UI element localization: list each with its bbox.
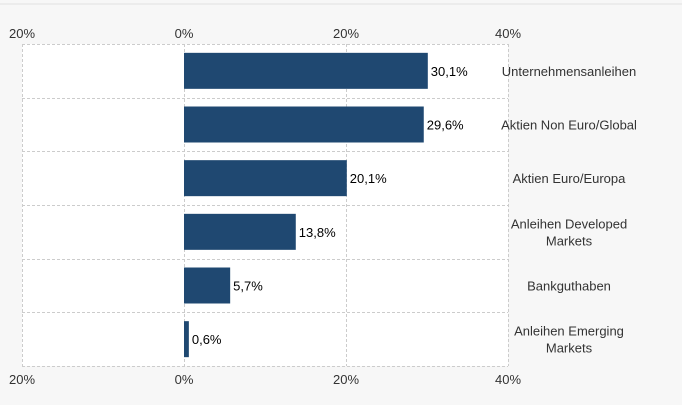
data-label: 29,6% bbox=[427, 118, 464, 133]
bar bbox=[184, 321, 189, 358]
category-label: Markets bbox=[546, 341, 593, 356]
data-label: 20,1% bbox=[350, 171, 387, 186]
category-label: Aktien Non Euro/Global bbox=[501, 118, 637, 133]
category-label: Markets bbox=[546, 233, 593, 248]
bar bbox=[184, 213, 296, 250]
x-tick-label-top: 40% bbox=[495, 26, 521, 41]
x-tick-label-bottom: 0% bbox=[175, 372, 194, 387]
category-label: Anleihen Emerging bbox=[514, 324, 624, 339]
data-label: 30,1% bbox=[431, 64, 468, 79]
category-label: Bankguthaben bbox=[527, 279, 611, 294]
x-tick-label-top: 20% bbox=[9, 26, 35, 41]
data-label: 13,8% bbox=[299, 225, 336, 240]
category-label: Aktien Euro/Europa bbox=[513, 171, 627, 186]
x-tick-label-bottom: 20% bbox=[9, 372, 35, 387]
bar bbox=[184, 267, 231, 304]
x-tick-label-top: 20% bbox=[333, 26, 359, 41]
data-label: 5,7% bbox=[233, 279, 263, 294]
bar bbox=[184, 106, 424, 143]
x-tick-label-bottom: 40% bbox=[495, 372, 521, 387]
category-label: Unternehmensanleihen bbox=[502, 64, 636, 79]
category-label: Anleihen Developed bbox=[511, 216, 627, 231]
bar bbox=[184, 52, 428, 89]
data-label: 0,6% bbox=[192, 332, 222, 347]
bar bbox=[184, 160, 347, 197]
x-tick-label-bottom: 20% bbox=[333, 372, 359, 387]
x-tick-label-top: 0% bbox=[175, 26, 194, 41]
